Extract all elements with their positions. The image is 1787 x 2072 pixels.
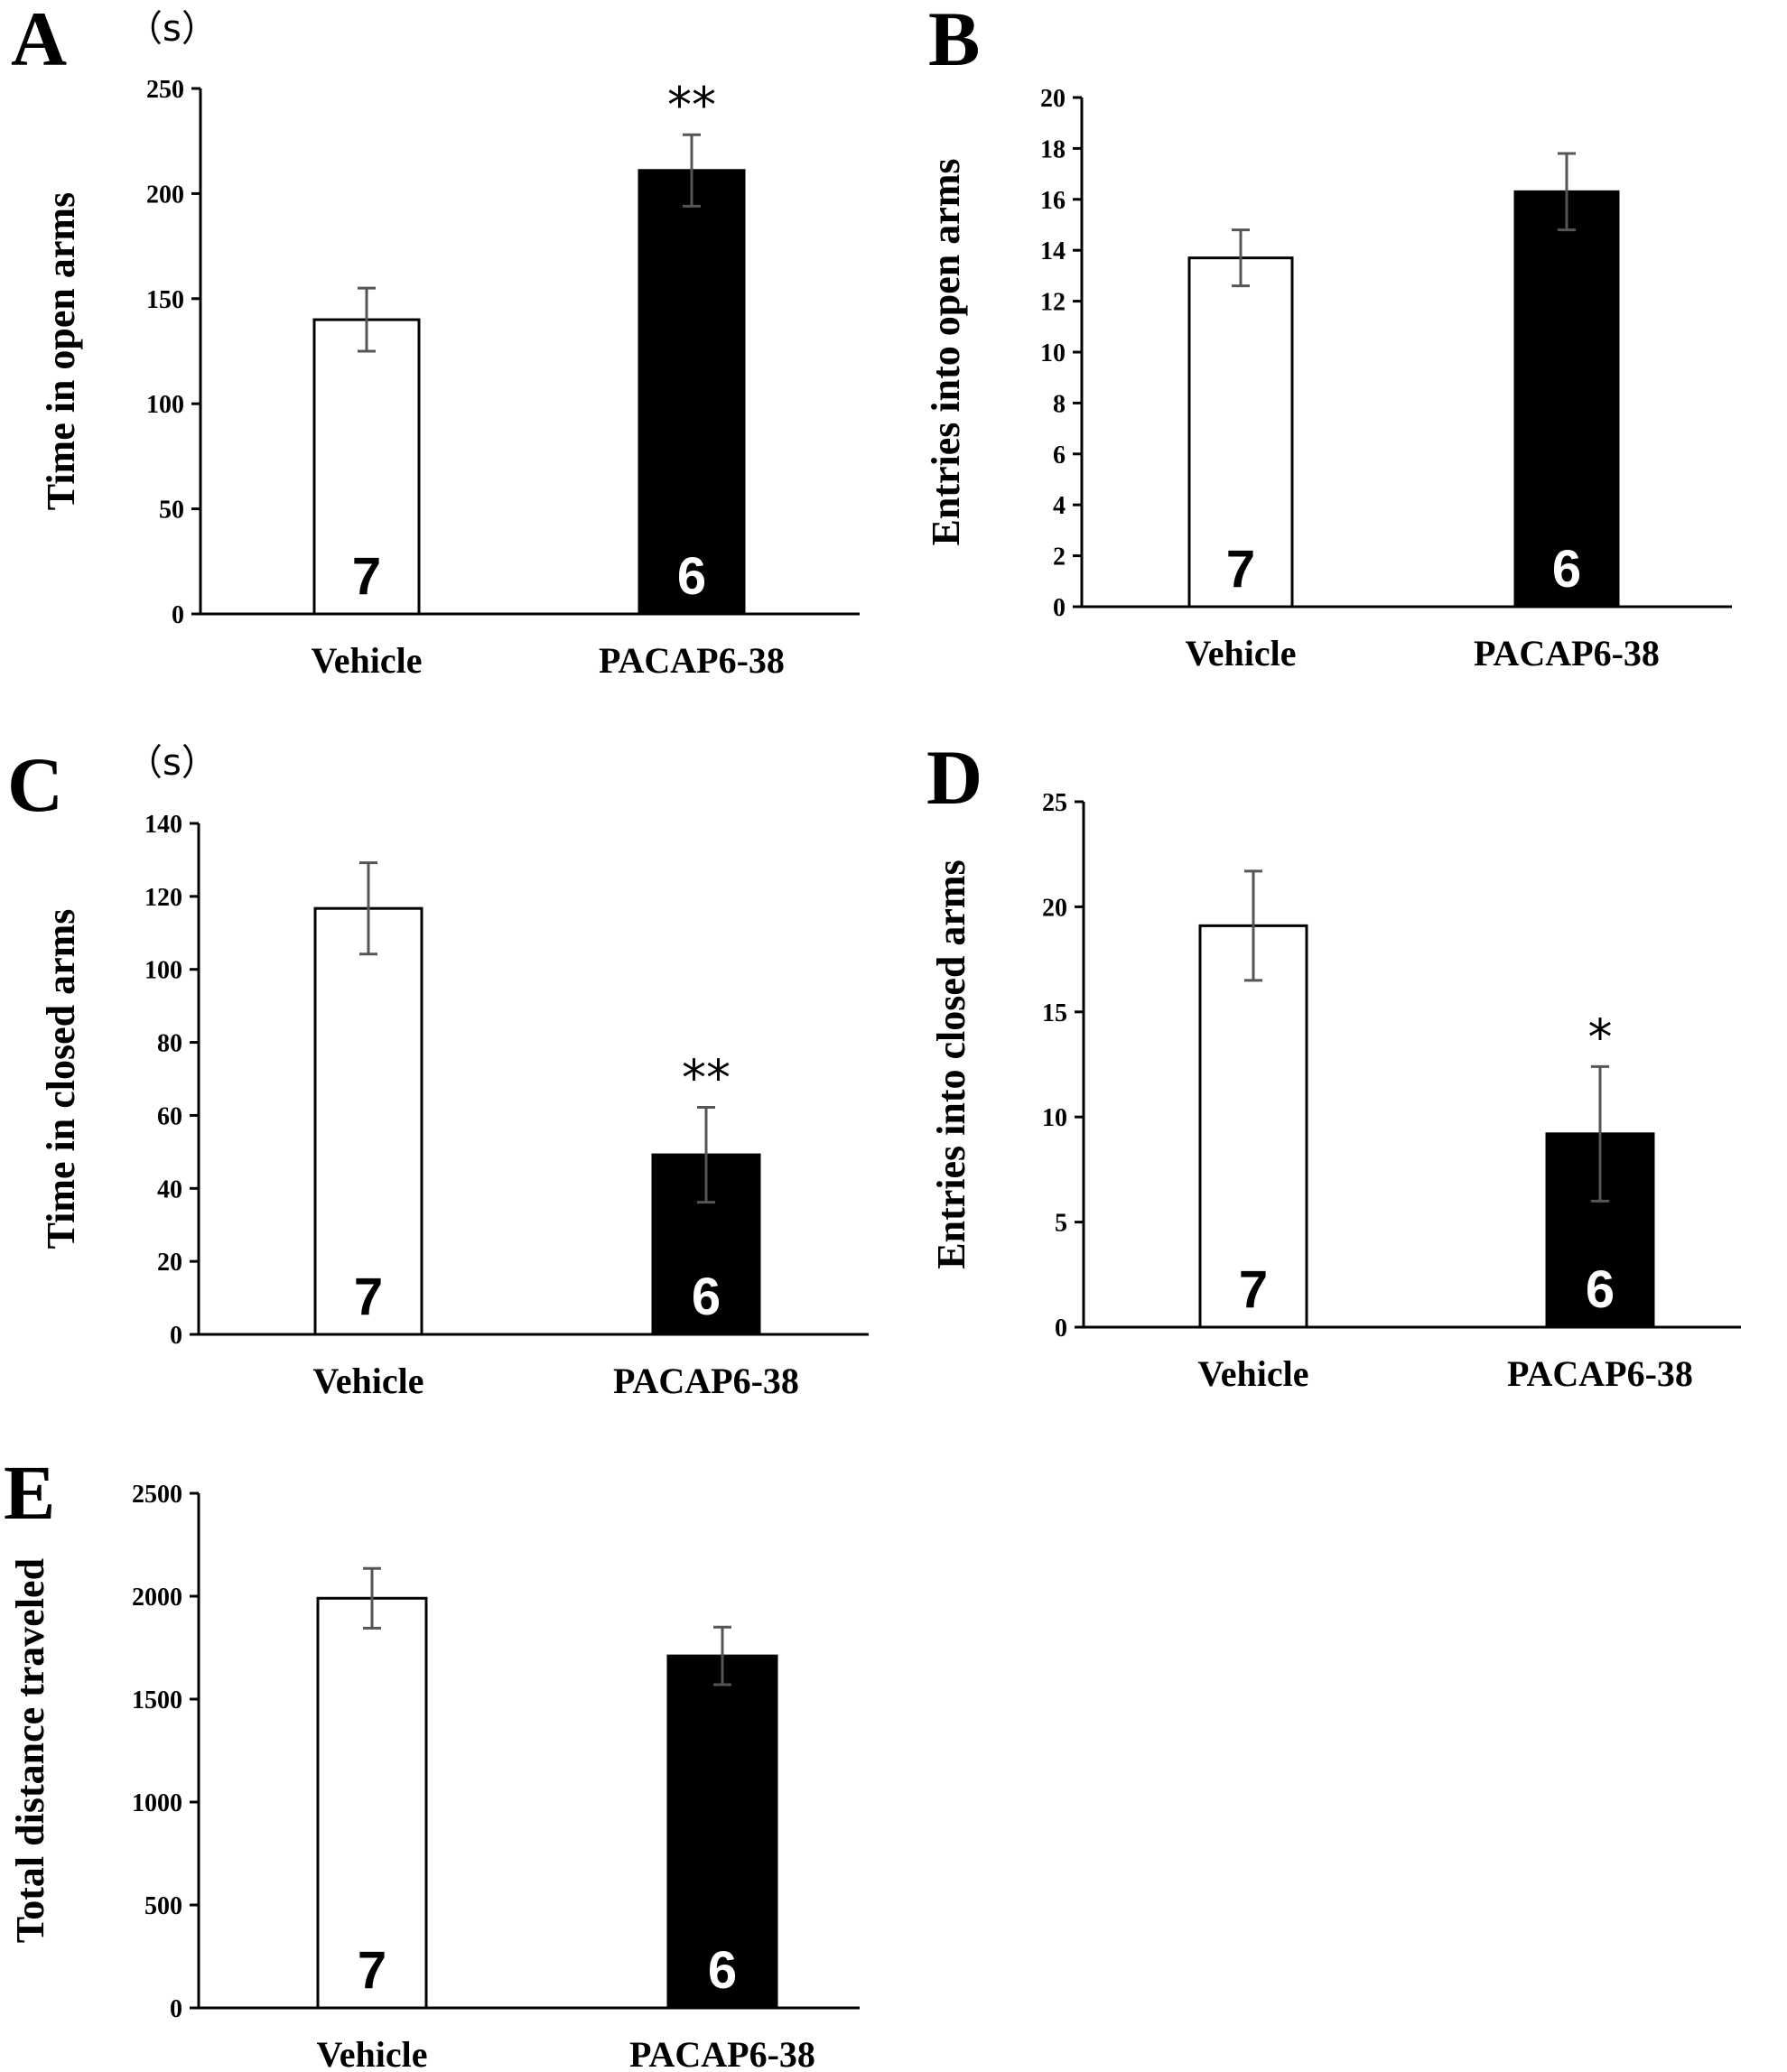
y-axis-label: Entries into open arms — [924, 159, 968, 546]
y-tick-label: 120 — [144, 884, 182, 912]
unit-label: （s） — [126, 742, 218, 784]
x-tick-label: Vehicle — [1198, 1353, 1309, 1394]
sample-size-label: 6 — [677, 547, 706, 606]
x-tick-label: PACAP6-38 — [613, 1361, 799, 1401]
y-tick-label: 20 — [157, 1249, 182, 1277]
y-tick-label: 18 — [1040, 135, 1066, 163]
y-tick-label: 200 — [146, 181, 184, 209]
x-tick-label: PACAP6-38 — [599, 640, 785, 681]
significance-marker: ** — [682, 1050, 731, 1107]
y-tick-label: 1000 — [132, 1789, 182, 1817]
significance-marker: * — [1588, 1008, 1613, 1065]
panel-letter: A — [11, 0, 67, 82]
sample-size-label: 7 — [354, 1268, 383, 1326]
y-tick-label: 50 — [159, 497, 184, 525]
x-tick-label: Vehicle — [312, 640, 423, 681]
y-axis-label: Entries into closed arms — [929, 859, 973, 1268]
y-tick-label: 15 — [1042, 999, 1067, 1027]
y-tick-label: 0 — [170, 1995, 182, 2023]
y-tick-label: 14 — [1040, 237, 1066, 265]
y-tick-label: 12 — [1040, 289, 1066, 317]
y-tick-label: 16 — [1040, 187, 1066, 215]
bar-pacap6-38 — [638, 169, 746, 616]
y-tick-label: 0 — [172, 601, 184, 629]
y-axis-label: Total distance traveled — [8, 1558, 52, 1943]
y-tick-label: 4 — [1053, 492, 1066, 520]
y-tick-label: 150 — [146, 286, 184, 314]
sample-size-label: 7 — [1239, 1260, 1268, 1319]
y-tick-label: 2500 — [132, 1481, 182, 1509]
bar-vehicle — [312, 318, 421, 616]
y-tick-label: 0 — [1055, 1315, 1067, 1343]
bar-vehicle — [1198, 924, 1308, 1329]
y-tick-label: 60 — [157, 1102, 182, 1130]
y-tick-label: 10 — [1042, 1104, 1067, 1132]
y-tick-label: 2000 — [132, 1584, 182, 1612]
y-tick-label: 5 — [1055, 1210, 1067, 1238]
panel-letter: B — [928, 0, 980, 82]
y-tick-label: 40 — [157, 1175, 182, 1203]
bar-pacap6-38 — [666, 1654, 778, 2010]
y-tick-label: 80 — [157, 1030, 182, 1058]
y-tick-label: 100 — [144, 957, 182, 985]
unit-label: （s） — [126, 8, 218, 50]
chart-panel-a: A （s） 0 50 100 150 200 250 Time in open arms 7 Veh… — [11, 0, 860, 681]
sample-size-label: 7 — [1226, 540, 1255, 599]
x-tick-label: Vehicle — [1186, 633, 1297, 674]
y-tick-label: 20 — [1042, 894, 1067, 922]
chart-panel-d: D 0 5 10 15 20 25 Entries into closed arms 7 Vehi… — [926, 734, 1741, 1394]
y-tick-label: 140 — [144, 811, 182, 839]
y-axis-label: Time in open arms — [39, 192, 83, 510]
panel-letter: E — [4, 1449, 55, 1536]
sample-size-label: 6 — [1552, 540, 1581, 599]
y-axis-label: Time in closed arms — [39, 909, 83, 1250]
y-tick-label: 500 — [144, 1892, 182, 1920]
y-tick-label: 100 — [146, 391, 184, 419]
y-tick-label: 250 — [146, 76, 184, 104]
y-tick-label: 2 — [1053, 544, 1066, 571]
x-tick-label: PACAP6-38 — [1507, 1353, 1693, 1394]
sample-size-label: 7 — [358, 1941, 386, 2000]
y-tick-label: 6 — [1053, 441, 1066, 469]
y-tick-label: 20 — [1040, 85, 1066, 113]
y-tick-label: 0 — [170, 1322, 182, 1350]
y-tick-label: 8 — [1053, 390, 1066, 418]
x-tick-label: Vehicle — [317, 2034, 428, 2072]
chart-panel-b: B 0 2 4 6 8 10 12 14 16 18 20 Entries into open arms… — [924, 0, 1732, 674]
panel-letter: C — [7, 741, 63, 828]
sample-size-label: 7 — [352, 547, 381, 606]
y-tick-label: 1500 — [132, 1686, 182, 1714]
sample-size-label: 6 — [692, 1268, 721, 1326]
chart-panel-e: E 0 500 1000 1500 2000 2500 Total distance trav… — [4, 1449, 860, 2072]
y-tick-label: 25 — [1042, 789, 1067, 817]
sample-size-label: 6 — [1586, 1260, 1615, 1319]
bar-vehicle — [1187, 256, 1294, 609]
x-tick-label: PACAP6-38 — [1474, 633, 1660, 674]
sample-size-label: 6 — [708, 1941, 737, 2000]
x-tick-label: Vehicle — [313, 1361, 424, 1401]
x-tick-label: PACAP6-38 — [629, 2034, 815, 2072]
y-tick-label: 0 — [1053, 594, 1066, 622]
panel-letter: D — [926, 734, 982, 821]
chart-panel-c: C （s） 0 20 40 60 80 100 120 140 Time in closed arm… — [7, 741, 869, 1401]
significance-marker: ** — [667, 77, 716, 134]
y-tick-label: 10 — [1040, 339, 1066, 367]
